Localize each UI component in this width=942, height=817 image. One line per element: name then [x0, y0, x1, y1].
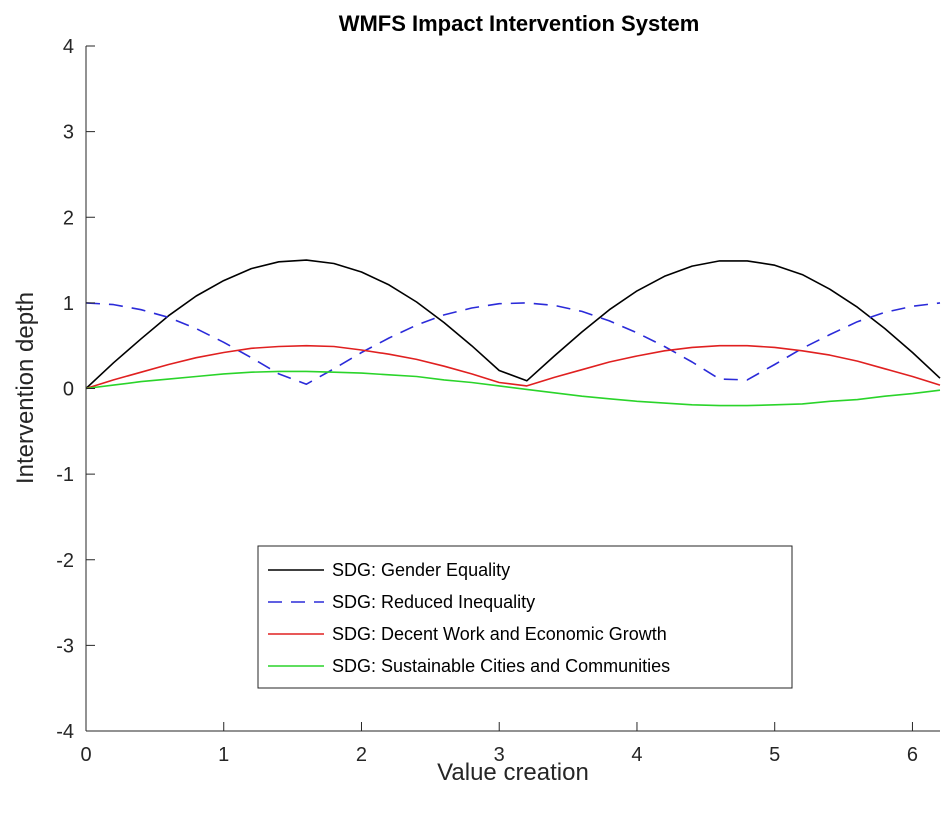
chart-title: WMFS Impact Intervention System: [339, 11, 700, 36]
x-tick-label: 6: [907, 744, 918, 766]
x-tick-label: 5: [769, 744, 780, 766]
x-tick-label: 2: [356, 744, 367, 766]
x-tick-label: 0: [80, 744, 91, 766]
plot-area: [85, 259, 941, 407]
x-tick-label: 1: [218, 744, 229, 766]
x-tick-label: 4: [631, 744, 642, 766]
y-tick-label: -4: [56, 721, 74, 743]
legend: SDG: Gender Equality SDG: Reduced Inequal…: [257, 545, 793, 689]
legend-entry-label: SDG: Sustainable Cities and Communities: [332, 656, 670, 676]
y-tick-label: 2: [63, 207, 74, 229]
series-line-4: [85, 370, 941, 407]
y-tick-label: -2: [56, 550, 74, 572]
y-axis-label: Intervention depth: [12, 292, 39, 484]
legend-box: [257, 545, 793, 689]
x-axis-label: Value creation: [437, 759, 589, 786]
legend-entry-label: SDG: Decent Work and Economic Growth: [332, 624, 667, 644]
y-tick-label: 0: [63, 379, 74, 401]
y-tick-label: -1: [56, 464, 74, 486]
legend-entry-label: SDG: Reduced Inequality: [332, 592, 535, 612]
series-line-3: [85, 344, 941, 390]
x-axis: 0 1 2 3 4 5 6: [80, 722, 940, 766]
y-axis: -4 -3 -2 -1 0 1 2 3 4: [56, 36, 95, 743]
legend-entry-label: SDG: Gender Equality: [332, 560, 510, 580]
x-tick-label: 3: [494, 744, 505, 766]
y-tick-label: -3: [56, 635, 74, 657]
y-tick-label: 3: [63, 122, 74, 144]
y-tick-label: 1: [63, 293, 74, 315]
y-tick-label: 4: [63, 36, 74, 58]
series-line-1: [85, 259, 941, 390]
